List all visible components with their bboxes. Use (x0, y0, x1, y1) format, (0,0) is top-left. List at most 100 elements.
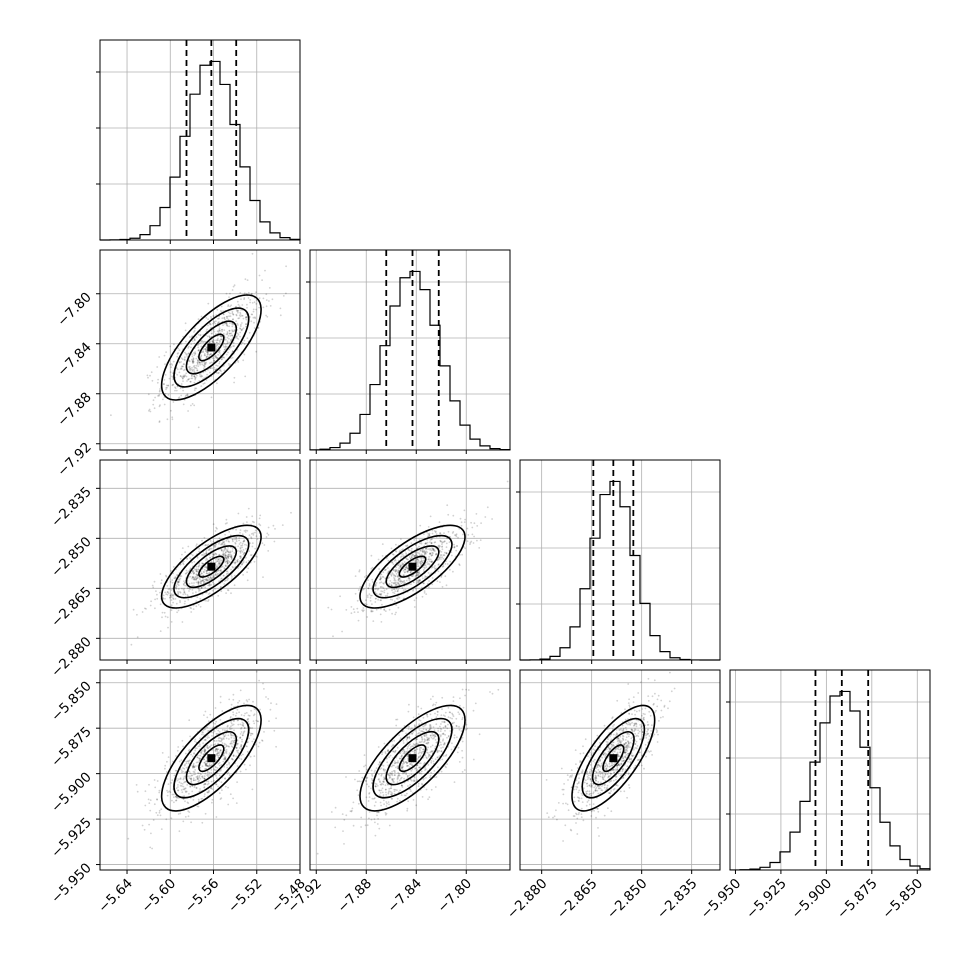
scatter-point (443, 540, 446, 543)
scatter-point (196, 776, 199, 778)
scatter-point (379, 792, 382, 794)
scatter-point (162, 383, 165, 386)
scatter-point (197, 780, 200, 783)
scatter-point (459, 704, 461, 707)
scatter-point (171, 418, 174, 421)
scatter-point (200, 354, 203, 357)
scatter-point (444, 729, 446, 732)
scatter-point (188, 378, 191, 380)
scatter-point (396, 718, 399, 721)
scatter-point (261, 739, 263, 742)
scatter-point (464, 694, 466, 697)
scatter-point (248, 534, 251, 537)
scatter-point (431, 529, 434, 532)
scatter-point (449, 568, 451, 571)
scatter-point (444, 551, 446, 554)
scatter-point (216, 754, 219, 757)
scatter-point (191, 375, 193, 377)
scatter-point (453, 545, 456, 548)
scatter-point (396, 746, 399, 749)
scatter-point (203, 750, 206, 753)
x-tick-label: −5.52 (225, 876, 266, 917)
scatter-point (241, 721, 244, 724)
scatter-point (193, 331, 195, 333)
scatter-point (246, 544, 248, 546)
scatter-point (184, 374, 187, 376)
scatter-point (195, 568, 198, 571)
scatter-point (188, 590, 190, 592)
scatter-point (203, 361, 206, 363)
scatter-point (425, 593, 428, 595)
scatter-point (196, 361, 199, 364)
scatter-point (451, 742, 453, 745)
scatter-point (431, 583, 434, 586)
scatter-point (230, 338, 233, 341)
scatter-point (380, 592, 383, 595)
scatter-point (227, 551, 230, 553)
scatter-point (641, 714, 643, 717)
scatter-point (403, 752, 406, 754)
scatter-point (365, 777, 368, 779)
scatter-point (190, 777, 193, 780)
scatter-point (609, 747, 612, 750)
scatter-point (210, 396, 213, 399)
scatter-point (224, 777, 227, 780)
scatter-point (182, 583, 185, 586)
scatter-point (420, 559, 423, 562)
scatter-point (621, 768, 623, 771)
scatter-point (164, 591, 167, 594)
scatter-point (339, 595, 341, 598)
scatter-point (410, 556, 413, 559)
scatter-point (386, 802, 388, 805)
scatter-point (154, 396, 157, 399)
scatter-point (552, 816, 554, 819)
scatter-point (407, 746, 409, 748)
scatter-point (201, 375, 204, 378)
scatter-point (626, 750, 629, 752)
scatter-point (184, 771, 187, 774)
scatter-point (383, 591, 386, 594)
scatter-point (159, 603, 162, 606)
scatter-point (158, 809, 161, 812)
scatter-point (215, 344, 218, 347)
x-tick-label: −7.84 (385, 876, 426, 917)
scatter-point (258, 679, 260, 682)
scatter-point (440, 576, 443, 578)
scatter-point (177, 813, 180, 815)
scatter-point (624, 751, 627, 754)
scatter-point (241, 314, 244, 317)
scatter-point (188, 759, 191, 762)
scatter-point (240, 744, 243, 747)
scatter-point (195, 591, 197, 593)
scatter-point (194, 376, 197, 379)
scatter-point (184, 572, 187, 575)
scatter-point (192, 765, 195, 767)
scatter-point (249, 732, 252, 735)
scatter-point (429, 558, 432, 561)
scatter-point (378, 789, 380, 791)
scatter-point (223, 738, 225, 740)
scatter-point (436, 711, 439, 713)
scatter-point (373, 818, 376, 821)
scatter-point (181, 791, 184, 794)
scatter-point (353, 611, 356, 613)
scatter-point (391, 778, 393, 780)
scatter-point (230, 557, 233, 559)
scatter-point (182, 820, 185, 823)
scatter-point (224, 758, 227, 761)
scatter-point (225, 347, 228, 350)
scatter-point (217, 569, 220, 572)
scatter-point (603, 814, 606, 817)
scatter-point (227, 318, 230, 321)
scatter-point (461, 749, 463, 752)
scatter-point (199, 334, 202, 336)
scatter-point (207, 765, 210, 768)
scatter-point (404, 566, 407, 569)
scatter-point (436, 710, 439, 713)
scatter-point (428, 563, 431, 566)
scatter-point (634, 747, 637, 749)
scatter-point (620, 741, 622, 744)
scatter-point (206, 328, 208, 331)
scatter-point (204, 710, 207, 713)
scatter-point (219, 749, 222, 751)
